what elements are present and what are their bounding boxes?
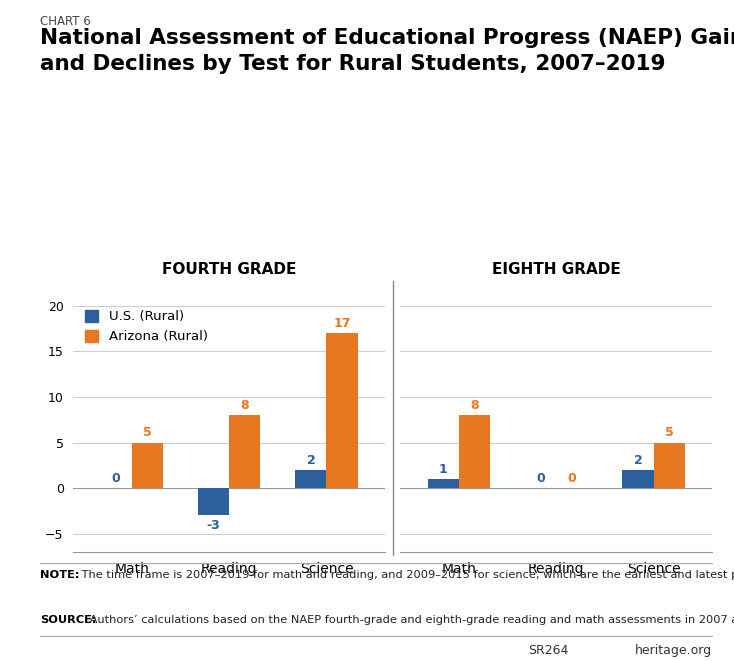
Text: -3: -3 xyxy=(207,519,220,531)
Bar xyxy=(459,415,490,488)
Text: 0: 0 xyxy=(537,472,545,485)
Bar xyxy=(428,479,459,488)
Text: SOURCE:: SOURCE: xyxy=(40,615,97,625)
Title: EIGHTH GRADE: EIGHTH GRADE xyxy=(492,262,621,277)
Bar xyxy=(198,488,229,516)
Bar xyxy=(327,333,357,488)
Text: and Declines by Test for Rural Students, 2007–2019: and Declines by Test for Rural Students,… xyxy=(40,54,666,74)
Text: NOTE:: NOTE: xyxy=(40,570,80,580)
Text: 1: 1 xyxy=(439,463,448,476)
Text: National Assessment of Educational Progress (NAEP) Gains: National Assessment of Educational Progr… xyxy=(40,28,734,48)
Text: 2: 2 xyxy=(633,453,642,467)
Text: 17: 17 xyxy=(333,317,351,330)
Text: The time frame is 2007–2019 for math and reading, and 2009–2015 for science, whi: The time frame is 2007–2019 for math and… xyxy=(78,570,734,580)
Text: Authors’ calculations based on the NAEP fourth-grade and eighth-grade reading an: Authors’ calculations based on the NAEP … xyxy=(86,615,734,625)
Bar xyxy=(295,470,327,488)
Text: 0: 0 xyxy=(112,472,120,485)
Text: CHART 6: CHART 6 xyxy=(40,15,91,28)
Bar xyxy=(229,415,261,488)
Bar xyxy=(132,442,163,488)
Text: 8: 8 xyxy=(241,399,249,412)
Text: 5: 5 xyxy=(665,426,674,440)
Bar xyxy=(653,442,685,488)
Title: FOURTH GRADE: FOURTH GRADE xyxy=(162,262,297,277)
Text: 5: 5 xyxy=(143,426,152,440)
Text: 8: 8 xyxy=(470,399,479,412)
Text: heritage.org: heritage.org xyxy=(635,644,712,657)
Legend: U.S. (Rural), Arizona (Rural): U.S. (Rural), Arizona (Rural) xyxy=(80,305,214,349)
Text: 0: 0 xyxy=(567,472,576,485)
Text: SR264: SR264 xyxy=(528,644,569,657)
Bar xyxy=(622,470,653,488)
Text: 2: 2 xyxy=(307,453,316,467)
